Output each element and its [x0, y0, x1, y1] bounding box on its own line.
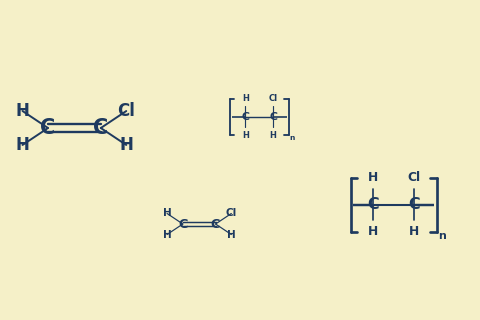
Text: H: H — [163, 229, 171, 240]
Text: C: C — [408, 197, 420, 212]
Text: H: H — [120, 136, 133, 154]
Text: n: n — [290, 135, 295, 141]
Text: C: C — [241, 112, 250, 122]
Text: C: C — [269, 112, 277, 122]
Text: H: H — [368, 225, 378, 238]
Text: H: H — [270, 131, 276, 140]
Text: Cl: Cl — [408, 171, 420, 184]
Text: C: C — [40, 118, 56, 138]
Text: C: C — [211, 218, 220, 230]
Text: Cl: Cl — [268, 94, 277, 103]
Text: Cl: Cl — [117, 102, 135, 120]
Text: H: H — [242, 94, 249, 103]
Text: H: H — [16, 136, 29, 154]
Text: H: H — [242, 131, 249, 140]
Text: Cl: Cl — [226, 208, 237, 219]
Text: C: C — [178, 218, 188, 230]
Text: H: H — [368, 171, 378, 184]
Text: H: H — [409, 225, 419, 238]
Text: H: H — [227, 229, 236, 240]
Text: C: C — [93, 118, 108, 138]
Text: n: n — [438, 231, 446, 241]
Text: H: H — [163, 208, 171, 219]
Text: C: C — [368, 197, 379, 212]
Text: H: H — [16, 102, 29, 120]
